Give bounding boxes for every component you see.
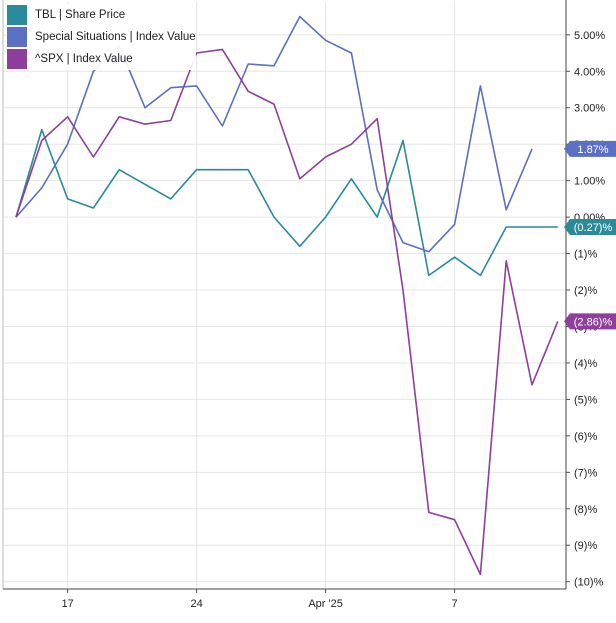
legend-item-spx[interactable]: ^SPX | Index Value <box>7 48 196 70</box>
y-tick-label: (2)% <box>574 285 597 297</box>
y-tick-label: 4.00% <box>574 66 605 78</box>
y-tick-label: (1)% <box>574 249 597 261</box>
legend-label-special-situations: Special Situations | Index Value <box>35 31 196 43</box>
y-tick-label: (9)% <box>574 540 597 552</box>
gridlines <box>3 2 566 589</box>
y-tick-label: 5.00% <box>574 30 605 42</box>
legend: TBL | Share Price Special Situations | I… <box>7 4 196 70</box>
x-tick-label: 7 <box>452 598 458 610</box>
end-value-label-tbl: (0.27)% <box>574 222 613 234</box>
series-line-tbl <box>15 128 558 277</box>
y-tick-label: 1.00% <box>574 176 605 188</box>
legend-swatch-spx <box>7 49 27 69</box>
legend-label-tbl: TBL | Share Price <box>35 9 126 21</box>
x-tick-label: 17 <box>61 598 73 610</box>
legend-label-spx: ^SPX | Index Value <box>35 53 133 65</box>
x-tick-label: 24 <box>190 598 202 610</box>
y-tick-label: (5)% <box>574 394 597 406</box>
y-tick-label: (10)% <box>574 577 604 589</box>
series-layer <box>15 15 559 576</box>
end-value-label-special-situations: 1.87% <box>577 144 608 156</box>
series-line-spx <box>15 48 559 576</box>
y-tick-label: (4)% <box>574 358 597 370</box>
legend-item-special-situations[interactable]: Special Situations | Index Value <box>7 26 196 48</box>
end-value-tag-tbl <box>564 218 616 235</box>
y-tick-label: (7)% <box>574 467 597 479</box>
labels-layer: 5.00%4.00%3.00%2.00%1.00%0.00%(1)%(2)%(3… <box>61 30 616 610</box>
legend-swatch-tbl <box>7 5 27 25</box>
end-value-tag-special-situations <box>564 140 616 157</box>
axes <box>2 0 570 593</box>
legend-swatch-special-situations <box>7 27 27 47</box>
x-tick-label: Apr '25 <box>308 598 343 610</box>
y-tick-label: 3.00% <box>574 103 605 115</box>
y-tick-label: (6)% <box>574 431 597 443</box>
end-value-label-spx: (2.86)% <box>574 316 613 328</box>
legend-item-tbl[interactable]: TBL | Share Price <box>7 4 196 26</box>
y-tick-label: (8)% <box>574 504 597 516</box>
end-value-tag-spx <box>564 313 616 330</box>
